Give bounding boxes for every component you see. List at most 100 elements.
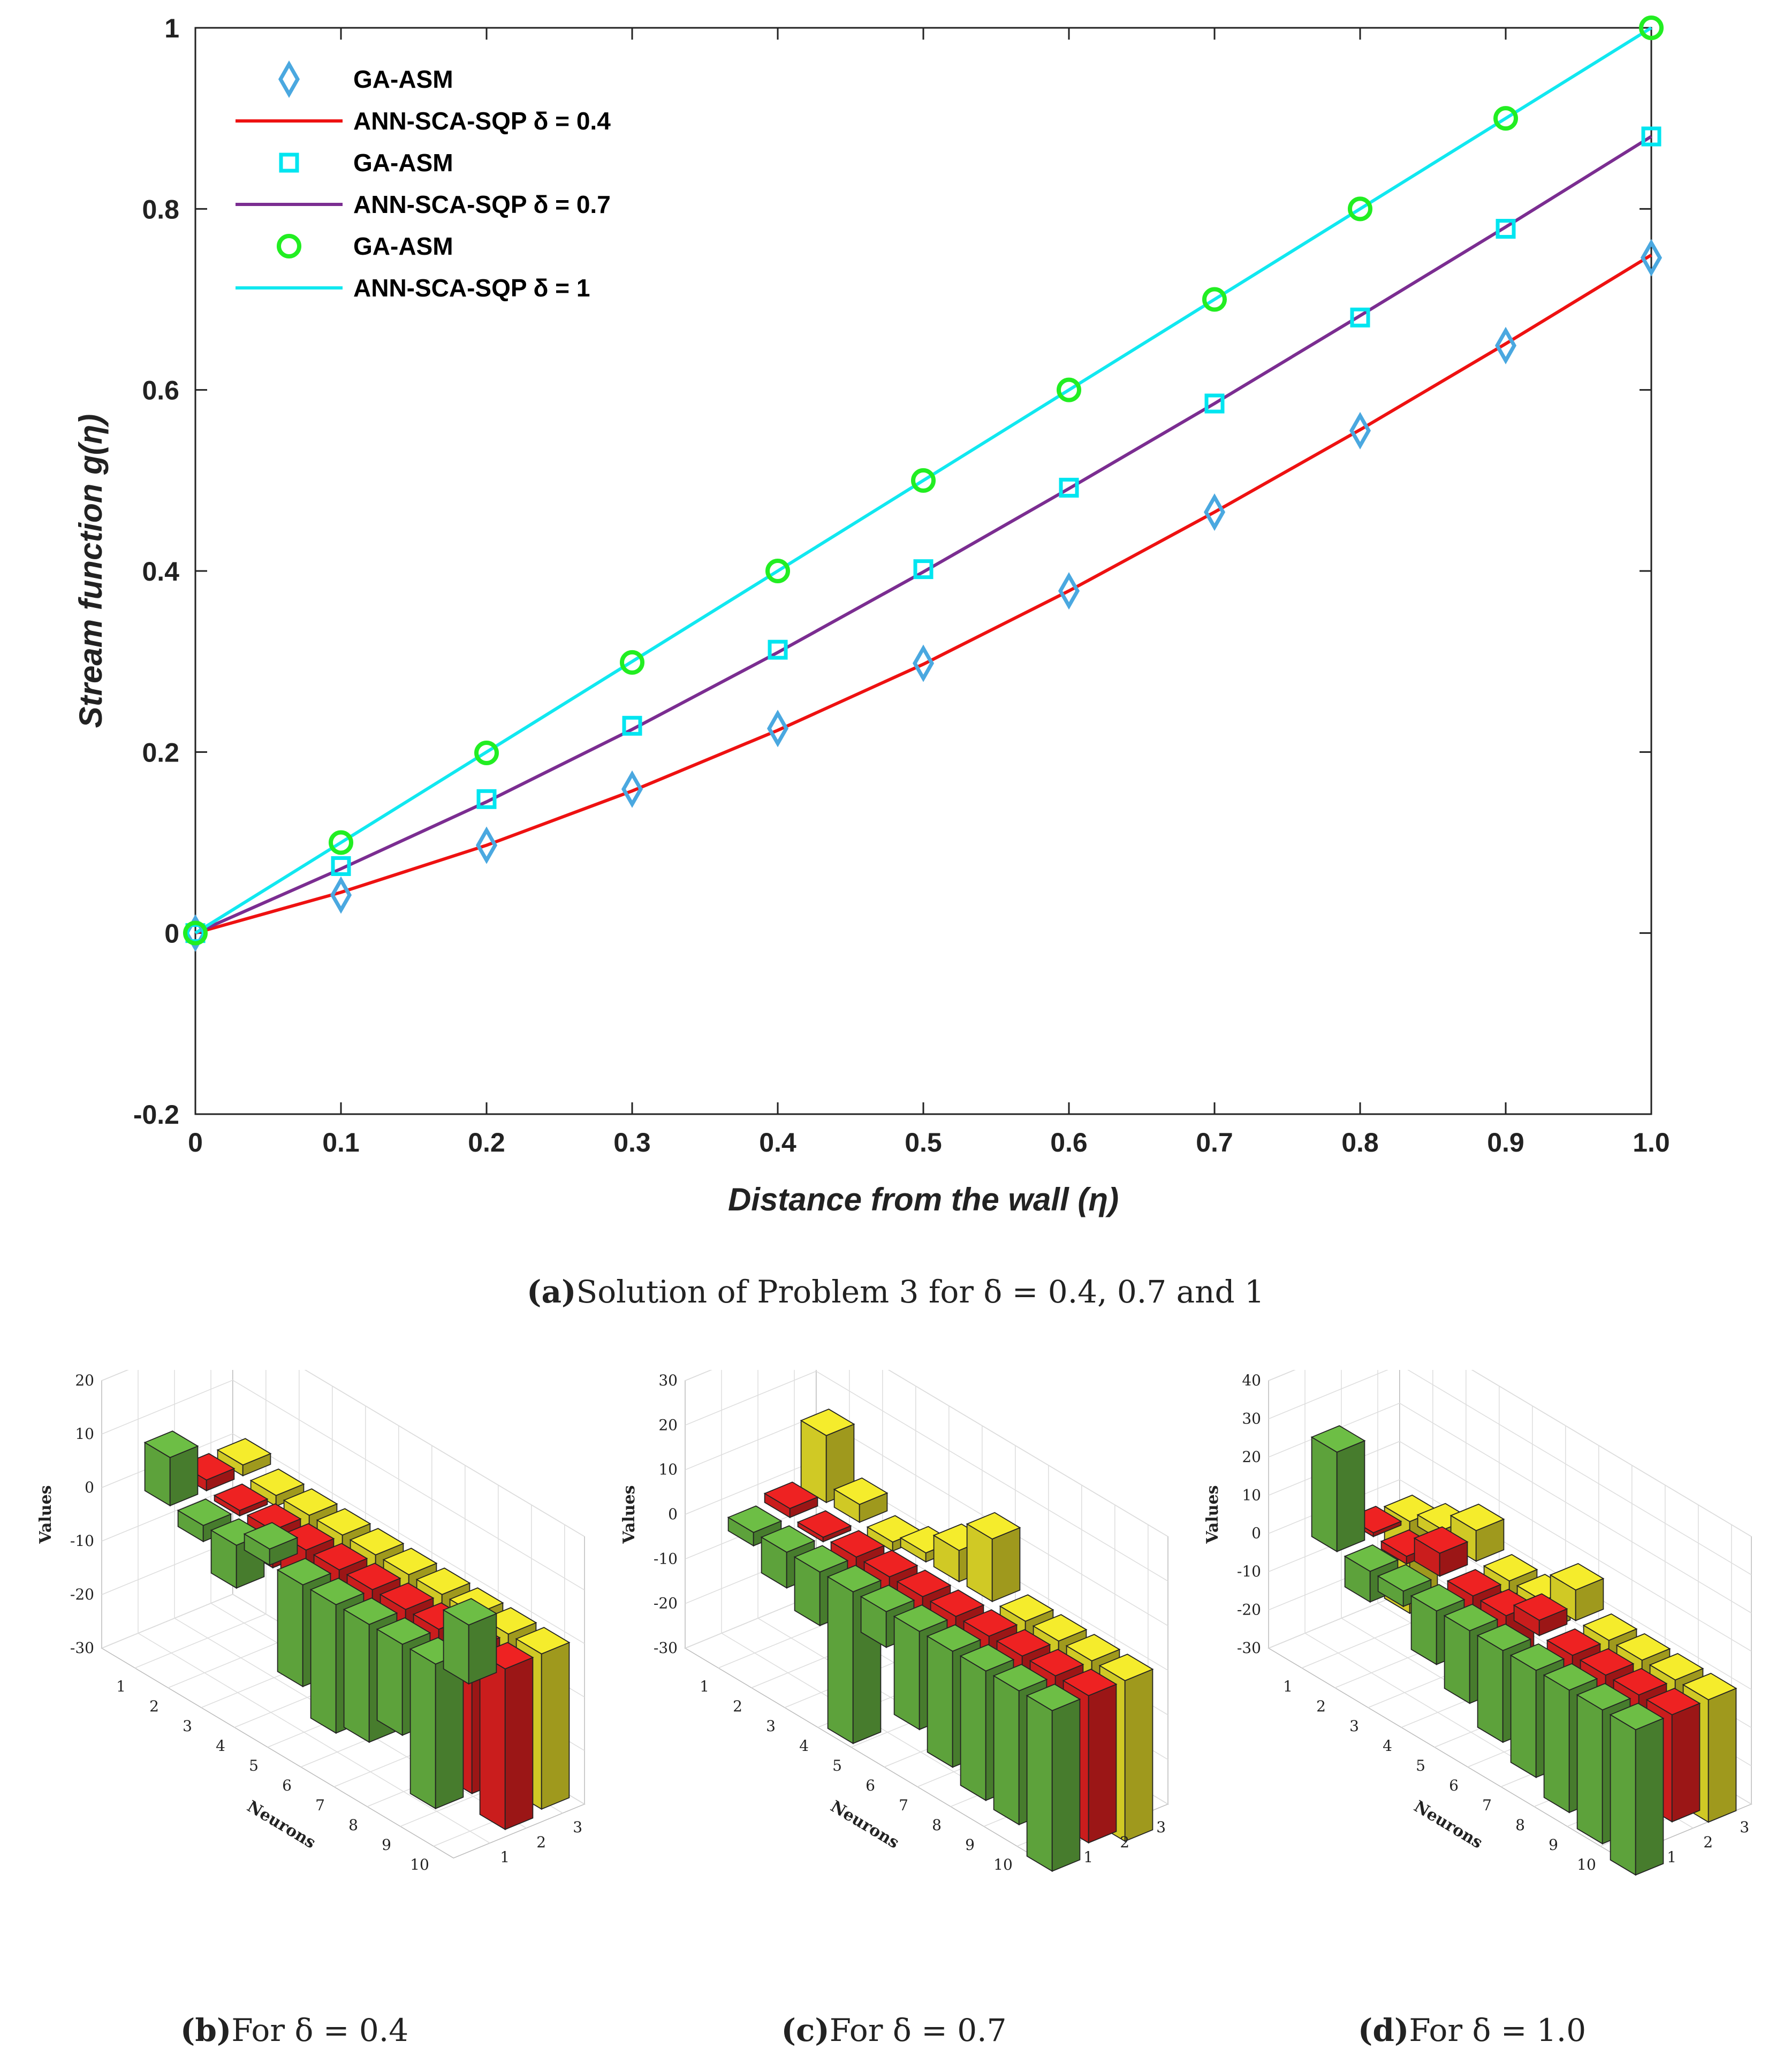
y-tick-label: 1 (164, 13, 179, 43)
bar-top-face (313, 1543, 368, 1571)
neuron-tick-label: 2 (733, 1697, 742, 1715)
main-line-chart: 0 0.1 0.2 0.3 0.4 0.5 0.6 0.7 0.8 0.9 1.0 -0.2 0 0.2 0… (73, 13, 1670, 1217)
series-marker-0 (621, 770, 643, 808)
bar-top-face (1509, 1643, 1565, 1671)
neuron-tick-label: 3 (1349, 1717, 1359, 1735)
bar-top-face (276, 1558, 332, 1586)
y-tick-label: -0.2 (133, 1100, 179, 1130)
bar-top-face (1344, 1544, 1399, 1572)
bar-top-face (1546, 1628, 1602, 1656)
bar-top-face (1549, 1563, 1605, 1591)
x-tick-label: 0.3 (613, 1128, 651, 1157)
z-tick-label: -30 (654, 1639, 678, 1657)
bar-chart-b: 20 10 0 -10 -20 -30 1 2 3 4 5 6 7 8 9 10 1 2 3 Values Neuron… (36, 1370, 586, 1873)
series-marker-0 (1058, 572, 1080, 610)
caption-d: (d)For δ = 1.0 (1285, 2012, 1659, 2048)
bar-front-face (1543, 1674, 1570, 1814)
x-tick-label: 0.1 (322, 1128, 360, 1157)
legend-marker-0 (278, 60, 300, 98)
series-marker-4 (329, 830, 353, 855)
depth-grid-line (721, 1370, 1074, 1844)
legend-marker-2 (279, 153, 299, 173)
neuron-axis-label: Neurons (1410, 1797, 1485, 1853)
bar-top-face (1065, 1634, 1121, 1662)
neuron-tick-label: 8 (1515, 1816, 1525, 1834)
main-chart-layer: 0 0.1 0.2 0.3 0.4 0.5 0.6 0.7 0.8 0.9 1.0 -0.2 0 0.2 0… (73, 13, 1670, 1217)
bar-front-face (927, 1635, 953, 1768)
bar-front-face (1510, 1654, 1537, 1778)
z-tick-label: -20 (70, 1586, 94, 1603)
legend-label-3: ANN-SCA-SQP δ = 0.7 (353, 191, 611, 218)
bar-top-face (376, 1617, 431, 1645)
bar-top-face (992, 1664, 1048, 1692)
neuron-tick-label: 3 (766, 1717, 776, 1735)
bar-top-face (515, 1627, 571, 1655)
y-axis-label: Stream function g(η) (73, 414, 109, 728)
bar-front-face (960, 1655, 986, 1801)
z-tick-label: 10 (1242, 1486, 1261, 1504)
neuron-tick-label: 10 (993, 1856, 1013, 1873)
z-tick-label: -10 (654, 1550, 678, 1567)
series-line-1 (195, 254, 1652, 935)
series-marker-2 (1496, 219, 1516, 239)
bar-side-face (1051, 1698, 1081, 1872)
caption-c-text: For δ = 0.7 (829, 2012, 1007, 2048)
series-marker-2 (1350, 307, 1370, 327)
caption-d-text: For δ = 1.0 (1409, 2012, 1587, 2048)
x-tick-label: 1.0 (1633, 1128, 1670, 1157)
legend-label-0: GA-ASM (353, 65, 453, 93)
z-tick-label: -20 (1237, 1601, 1261, 1619)
bar-top-face (863, 1550, 919, 1578)
z-tick-label: 20 (1242, 1448, 1261, 1466)
series-marker-4 (1202, 287, 1227, 312)
series-marker-0 (1203, 493, 1226, 531)
bar-top-face (343, 1597, 398, 1625)
bar-top-face (926, 1624, 982, 1652)
z-axis-label: Values (36, 1485, 55, 1544)
neuron-tick-label: 7 (1482, 1796, 1492, 1814)
neuron-tick-label: 6 (866, 1777, 875, 1794)
z-tick-label: 40 (1242, 1372, 1261, 1389)
caption-c-letter: (c) (781, 2012, 830, 2048)
series-line-5 (194, 26, 1652, 935)
depth-tick-label: 3 (1740, 1818, 1749, 1836)
neuron-tick-label: 5 (832, 1757, 842, 1774)
series-marker-0 (184, 914, 207, 952)
bar-top-face (860, 1585, 915, 1612)
bar-top-face (999, 1594, 1054, 1622)
bar-front-face (343, 1609, 370, 1743)
bar-front-face (277, 1569, 303, 1688)
bar-top-face (1446, 1568, 1502, 1597)
neuron-tick-label: 8 (932, 1816, 942, 1834)
bar-side-face (1336, 1440, 1365, 1552)
bar-side-face (468, 1613, 497, 1685)
series-marker-0 (912, 644, 935, 682)
neuron-tick-label: 10 (1577, 1856, 1596, 1873)
bar-top-face (796, 1510, 852, 1538)
z-tick-label: -20 (654, 1595, 678, 1612)
z-tick-label: 10 (658, 1461, 678, 1479)
x-tick-label: 0.5 (905, 1128, 942, 1157)
bar-top-face (442, 1598, 498, 1626)
series-marker-2 (1204, 393, 1225, 414)
z-tick-label: -10 (70, 1532, 94, 1550)
z-tick-label: 0 (1251, 1525, 1261, 1542)
bar-side-face (541, 1642, 570, 1810)
x-tick-label: 0.2 (468, 1128, 505, 1157)
series-marker-2 (1059, 477, 1079, 498)
bar-top-face (143, 1430, 199, 1458)
bar-side-face (1088, 1684, 1117, 1844)
bar-top-face (896, 1570, 952, 1597)
neuron-tick-label: 6 (1449, 1777, 1459, 1794)
x-tick-label: 0 (188, 1128, 203, 1157)
neuron-tick-label: 8 (348, 1816, 358, 1834)
z-grid-line (685, 1370, 1168, 1537)
legend-label-4: GA-ASM (353, 232, 453, 260)
neuron-tick-label: 4 (799, 1737, 809, 1755)
x-tick-label: 0.7 (1196, 1128, 1233, 1157)
legend-label-1: ANN-SCA-SQP δ = 0.4 (353, 107, 611, 135)
series-marker-4 (911, 468, 936, 493)
x-tick-label: 0.9 (1487, 1128, 1524, 1157)
neuron-tick-label: 5 (249, 1757, 259, 1774)
series-marker-2 (476, 789, 497, 809)
